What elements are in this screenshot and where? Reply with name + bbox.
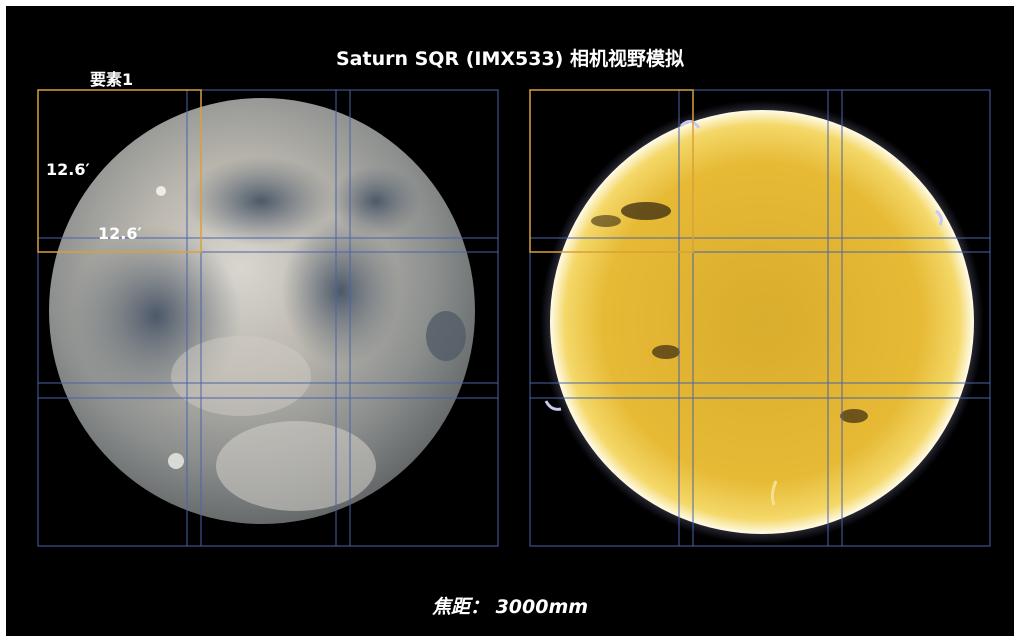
focal-length-value: 3000mm bbox=[495, 596, 589, 618]
focal-length-label: 焦距： bbox=[431, 596, 489, 618]
fov-height-label: 12.6′ bbox=[46, 160, 90, 179]
page-title: Saturn SQR (IMX533) 相机视野模拟 bbox=[336, 48, 684, 70]
viewport-canvas: Saturn SQR (IMX533) 相机视野模拟 要素1 bbox=[6, 6, 1014, 636]
fov-width-label: 12.6′ bbox=[98, 224, 142, 243]
overlay-layer bbox=[37, 89, 991, 547]
fov-highlight-left bbox=[37, 89, 202, 253]
focal-length: 焦距： 3000mm bbox=[6, 592, 1014, 619]
moon-image bbox=[49, 98, 475, 524]
fov-highlight-right bbox=[529, 89, 694, 253]
sun-image bbox=[540, 100, 984, 544]
element-label: 要素1 bbox=[90, 70, 134, 89]
